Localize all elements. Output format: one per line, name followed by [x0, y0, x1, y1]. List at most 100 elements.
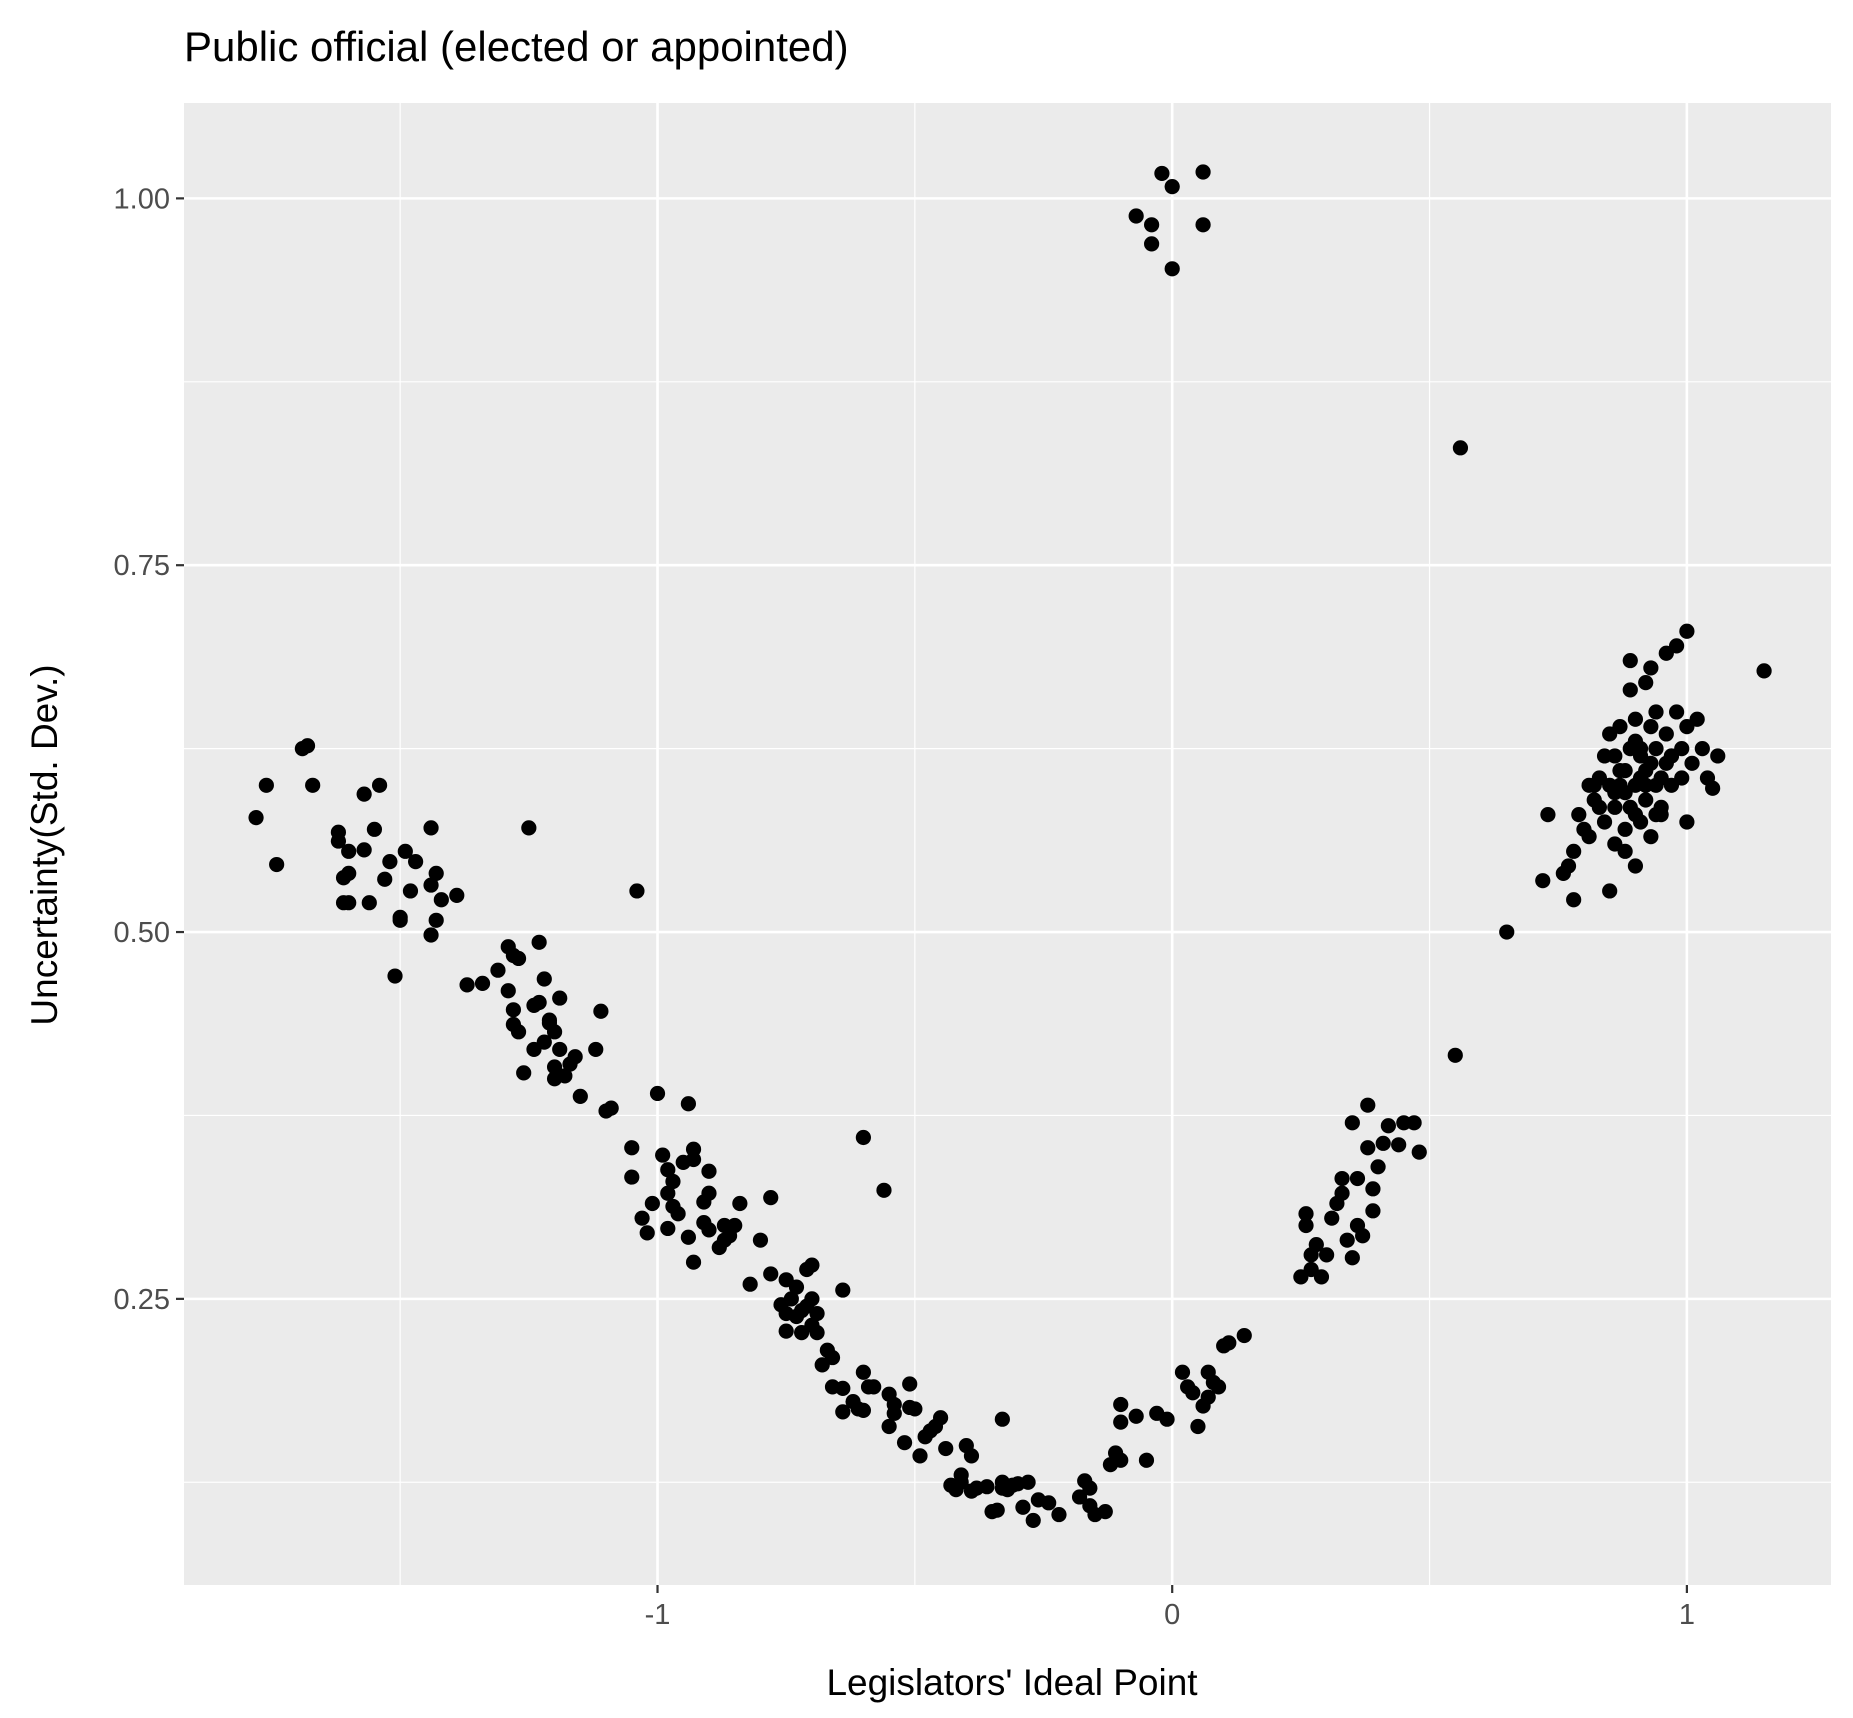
- data-point: [1144, 236, 1160, 252]
- data-point: [788, 1279, 805, 1295]
- data-point: [567, 1049, 583, 1065]
- data-point: [1071, 1489, 1088, 1505]
- data-point: [701, 1222, 717, 1238]
- data-point: [1658, 755, 1674, 771]
- data-point: [660, 1220, 676, 1237]
- data-point: [248, 809, 264, 826]
- data-point: [536, 971, 552, 987]
- chart-title: Public official (elected or appointed): [184, 23, 849, 70]
- data-point: [557, 1068, 573, 1084]
- data-point: [989, 1502, 1005, 1518]
- data-point: [1535, 873, 1551, 889]
- data-point: [1591, 799, 1607, 815]
- data-point: [1313, 1269, 1330, 1285]
- data-point: [1138, 1452, 1155, 1468]
- data-point: [516, 1065, 532, 1081]
- data-point: [907, 1401, 923, 1417]
- data-point: [835, 1404, 851, 1420]
- data-point: [660, 1162, 676, 1178]
- data-point: [866, 1379, 882, 1395]
- data-point: [881, 1418, 897, 1435]
- data-point: [1113, 1452, 1129, 1468]
- data-point: [510, 950, 527, 967]
- data-point: [258, 777, 274, 793]
- data-point: [1221, 1335, 1237, 1351]
- data-point: [546, 1059, 563, 1075]
- data-point: [1638, 792, 1654, 808]
- data-point: [1200, 1389, 1216, 1405]
- data-point: [1113, 1414, 1129, 1430]
- data-point: [330, 833, 347, 849]
- data-point: [1344, 1115, 1360, 1131]
- data-point: [1298, 1206, 1314, 1222]
- data-point: [649, 1085, 666, 1102]
- data-point: [1607, 799, 1623, 815]
- data-point: [423, 877, 439, 893]
- data-point: [1380, 1118, 1396, 1134]
- x-tick-label: 0: [1164, 1599, 1180, 1631]
- y-tick-label: 0.50: [114, 917, 170, 949]
- data-point: [1612, 719, 1628, 735]
- data-point: [763, 1190, 779, 1206]
- data-point: [1627, 733, 1644, 749]
- data-point: [1370, 1159, 1386, 1175]
- data-point: [1236, 1327, 1252, 1344]
- data-point: [1658, 726, 1674, 742]
- data-point: [1355, 1228, 1371, 1244]
- data-point: [835, 1380, 851, 1396]
- data-point: [778, 1323, 794, 1339]
- data-point: [1756, 663, 1772, 679]
- data-point: [1051, 1506, 1067, 1523]
- data-point: [341, 865, 357, 881]
- data-point: [644, 1195, 660, 1212]
- data-point: [402, 883, 419, 899]
- data-point: [1581, 777, 1597, 793]
- data-point: [979, 1479, 995, 1495]
- data-point: [423, 820, 439, 836]
- data-point: [1334, 1170, 1350, 1187]
- data-point: [1581, 829, 1597, 845]
- data-point: [804, 1291, 820, 1307]
- data-point: [1638, 674, 1654, 691]
- y-tick-label: 1.00: [114, 183, 170, 215]
- data-point: [382, 854, 398, 870]
- data-point: [639, 1225, 655, 1241]
- data-point: [1566, 892, 1582, 908]
- data-point: [1668, 704, 1685, 720]
- data-point: [1185, 1385, 1201, 1401]
- data-point: [1041, 1495, 1057, 1511]
- data-point: [670, 1206, 686, 1222]
- data-point: [1622, 652, 1638, 669]
- data-point: [1648, 807, 1664, 823]
- data-point: [1684, 755, 1700, 771]
- data-point: [1391, 1137, 1407, 1153]
- data-point: [1406, 1115, 1422, 1131]
- data-point: [1319, 1247, 1335, 1263]
- data-point: [938, 1440, 954, 1457]
- data-point: [994, 1411, 1010, 1427]
- data-point: [305, 777, 321, 793]
- data-point: [1308, 1236, 1324, 1253]
- data-point: [1349, 1170, 1366, 1187]
- data-point: [1210, 1379, 1227, 1395]
- data-point: [634, 1210, 650, 1226]
- data-point: [680, 1096, 696, 1112]
- data-point: [572, 1088, 588, 1104]
- data-point: [1643, 660, 1659, 676]
- data-point: [1113, 1396, 1129, 1413]
- data-point: [835, 1282, 851, 1298]
- data-point: [387, 968, 403, 984]
- data-point: [341, 843, 357, 859]
- gridlines: [184, 103, 1831, 1585]
- data-point: [1566, 843, 1582, 859]
- data-point: [1679, 623, 1695, 639]
- data-point: [1674, 741, 1690, 757]
- data-point: [1612, 777, 1628, 793]
- data-point: [474, 975, 491, 991]
- data-point: [552, 990, 568, 1006]
- x-tick-label: 1: [1679, 1599, 1695, 1631]
- data-point: [1679, 814, 1695, 830]
- data-point: [377, 871, 393, 887]
- data-point: [912, 1448, 928, 1464]
- data-point: [510, 1024, 527, 1040]
